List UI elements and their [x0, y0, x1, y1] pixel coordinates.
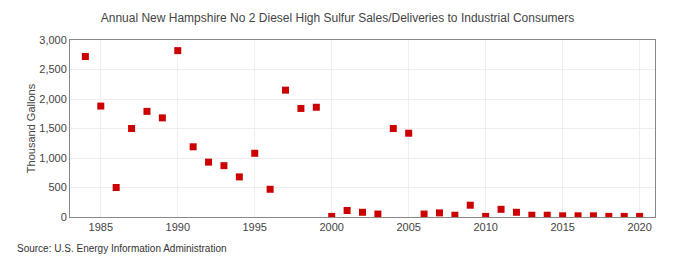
- svg-text:2015: 2015: [550, 221, 574, 233]
- svg-text:Source: U.S. Energy Informatio: Source: U.S. Energy Information Administ…: [17, 243, 227, 254]
- svg-text:1990: 1990: [166, 221, 190, 233]
- svg-text:2000: 2000: [319, 221, 343, 233]
- svg-text:500: 500: [48, 181, 66, 193]
- svg-text:3,000: 3,000: [39, 34, 67, 46]
- svg-text:1,500: 1,500: [39, 122, 67, 134]
- svg-text:1,000: 1,000: [39, 152, 67, 164]
- svg-text:1995: 1995: [242, 221, 266, 233]
- svg-text:2020: 2020: [627, 221, 651, 233]
- svg-text:2005: 2005: [396, 221, 420, 233]
- svg-text:0: 0: [61, 211, 67, 223]
- svg-text:2010: 2010: [473, 221, 497, 233]
- svg-text:Annual New Hampshire No 2 Dies: Annual New Hampshire No 2 Diesel High Su…: [101, 11, 575, 25]
- svg-text:2,000: 2,000: [39, 93, 67, 105]
- svg-text:2,500: 2,500: [39, 63, 67, 75]
- svg-text:Thousand Gallons: Thousand Gallons: [25, 83, 37, 173]
- svg-text:1985: 1985: [89, 221, 113, 233]
